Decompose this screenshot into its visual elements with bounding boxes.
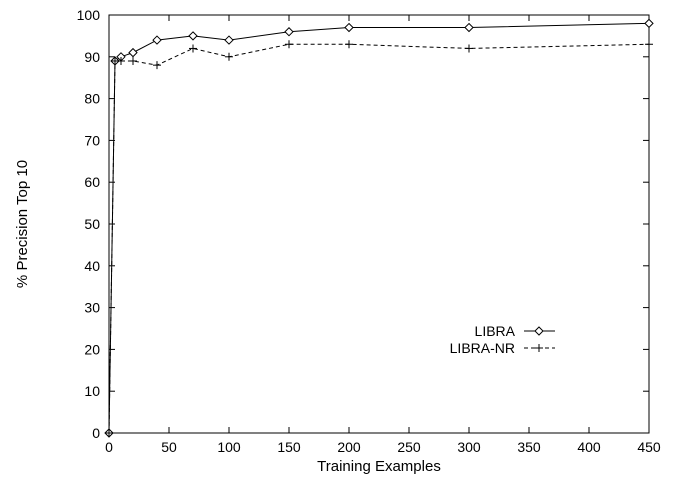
y-tick-label: 60 xyxy=(84,174,100,190)
data-point xyxy=(105,429,113,437)
x-axis-label: Training Examples xyxy=(317,458,441,475)
series-layer xyxy=(104,18,654,438)
y-tick-label: 20 xyxy=(84,341,100,357)
data-point xyxy=(188,31,198,41)
x-tick-label: 50 xyxy=(161,439,177,455)
data-point xyxy=(645,40,653,49)
x-tick-label: 300 xyxy=(457,439,481,455)
data-point xyxy=(129,56,137,65)
data-point xyxy=(345,40,353,49)
data-point xyxy=(465,44,473,53)
y-tick-labels: 0 10 20 30 40 50 60 70 80 90 100 xyxy=(77,7,101,441)
series-line xyxy=(108,22,650,434)
data-point xyxy=(128,47,138,58)
legend-entry: LIBRA-NR xyxy=(450,340,555,356)
data-point xyxy=(285,40,293,49)
series-line xyxy=(108,43,650,434)
y-tick-label: 90 xyxy=(84,49,100,65)
y-tick-label: 40 xyxy=(84,258,100,274)
data-point xyxy=(152,35,162,45)
plot-frame xyxy=(108,14,650,434)
x-tick-label: 400 xyxy=(577,439,601,455)
x-tick-label: 250 xyxy=(397,439,421,455)
axis-ticks xyxy=(108,14,650,434)
data-point xyxy=(225,52,233,61)
y-tick-label: 70 xyxy=(84,132,100,148)
legend-label: LIBRA-NR xyxy=(450,340,515,356)
series-libra xyxy=(104,18,654,438)
legend-marker xyxy=(534,326,544,336)
y-tick-label: 80 xyxy=(84,91,100,107)
legend-marker xyxy=(535,344,543,352)
y-tick-label: 100 xyxy=(77,7,101,23)
legend-entry: LIBRA xyxy=(475,323,555,339)
data-point xyxy=(464,22,474,33)
data-point xyxy=(189,44,197,53)
y-tick-label: 50 xyxy=(84,216,100,232)
x-tick-label: 100 xyxy=(217,439,241,455)
data-point xyxy=(117,56,125,65)
data-point xyxy=(284,27,294,37)
x-tick-label: 350 xyxy=(517,439,541,455)
x-tick-labels: 0 50 100 150 200 250 300 350 400 450 xyxy=(105,439,661,455)
y-tick-label: 0 xyxy=(92,425,100,441)
series-libra-nr xyxy=(105,40,653,437)
y-tick-label: 10 xyxy=(84,383,100,399)
y-tick-label: 30 xyxy=(84,300,100,316)
y-axis-label: % Precision Top 10 xyxy=(14,160,31,288)
x-tick-label: 450 xyxy=(637,439,661,455)
x-tick-label: 0 xyxy=(105,439,113,455)
x-tick-label: 150 xyxy=(277,439,301,455)
data-point xyxy=(224,35,234,45)
legend-label: LIBRA xyxy=(475,323,516,339)
data-point xyxy=(644,18,654,29)
data-point xyxy=(344,22,354,33)
data-point xyxy=(153,61,161,70)
x-tick-label: 200 xyxy=(337,439,361,455)
